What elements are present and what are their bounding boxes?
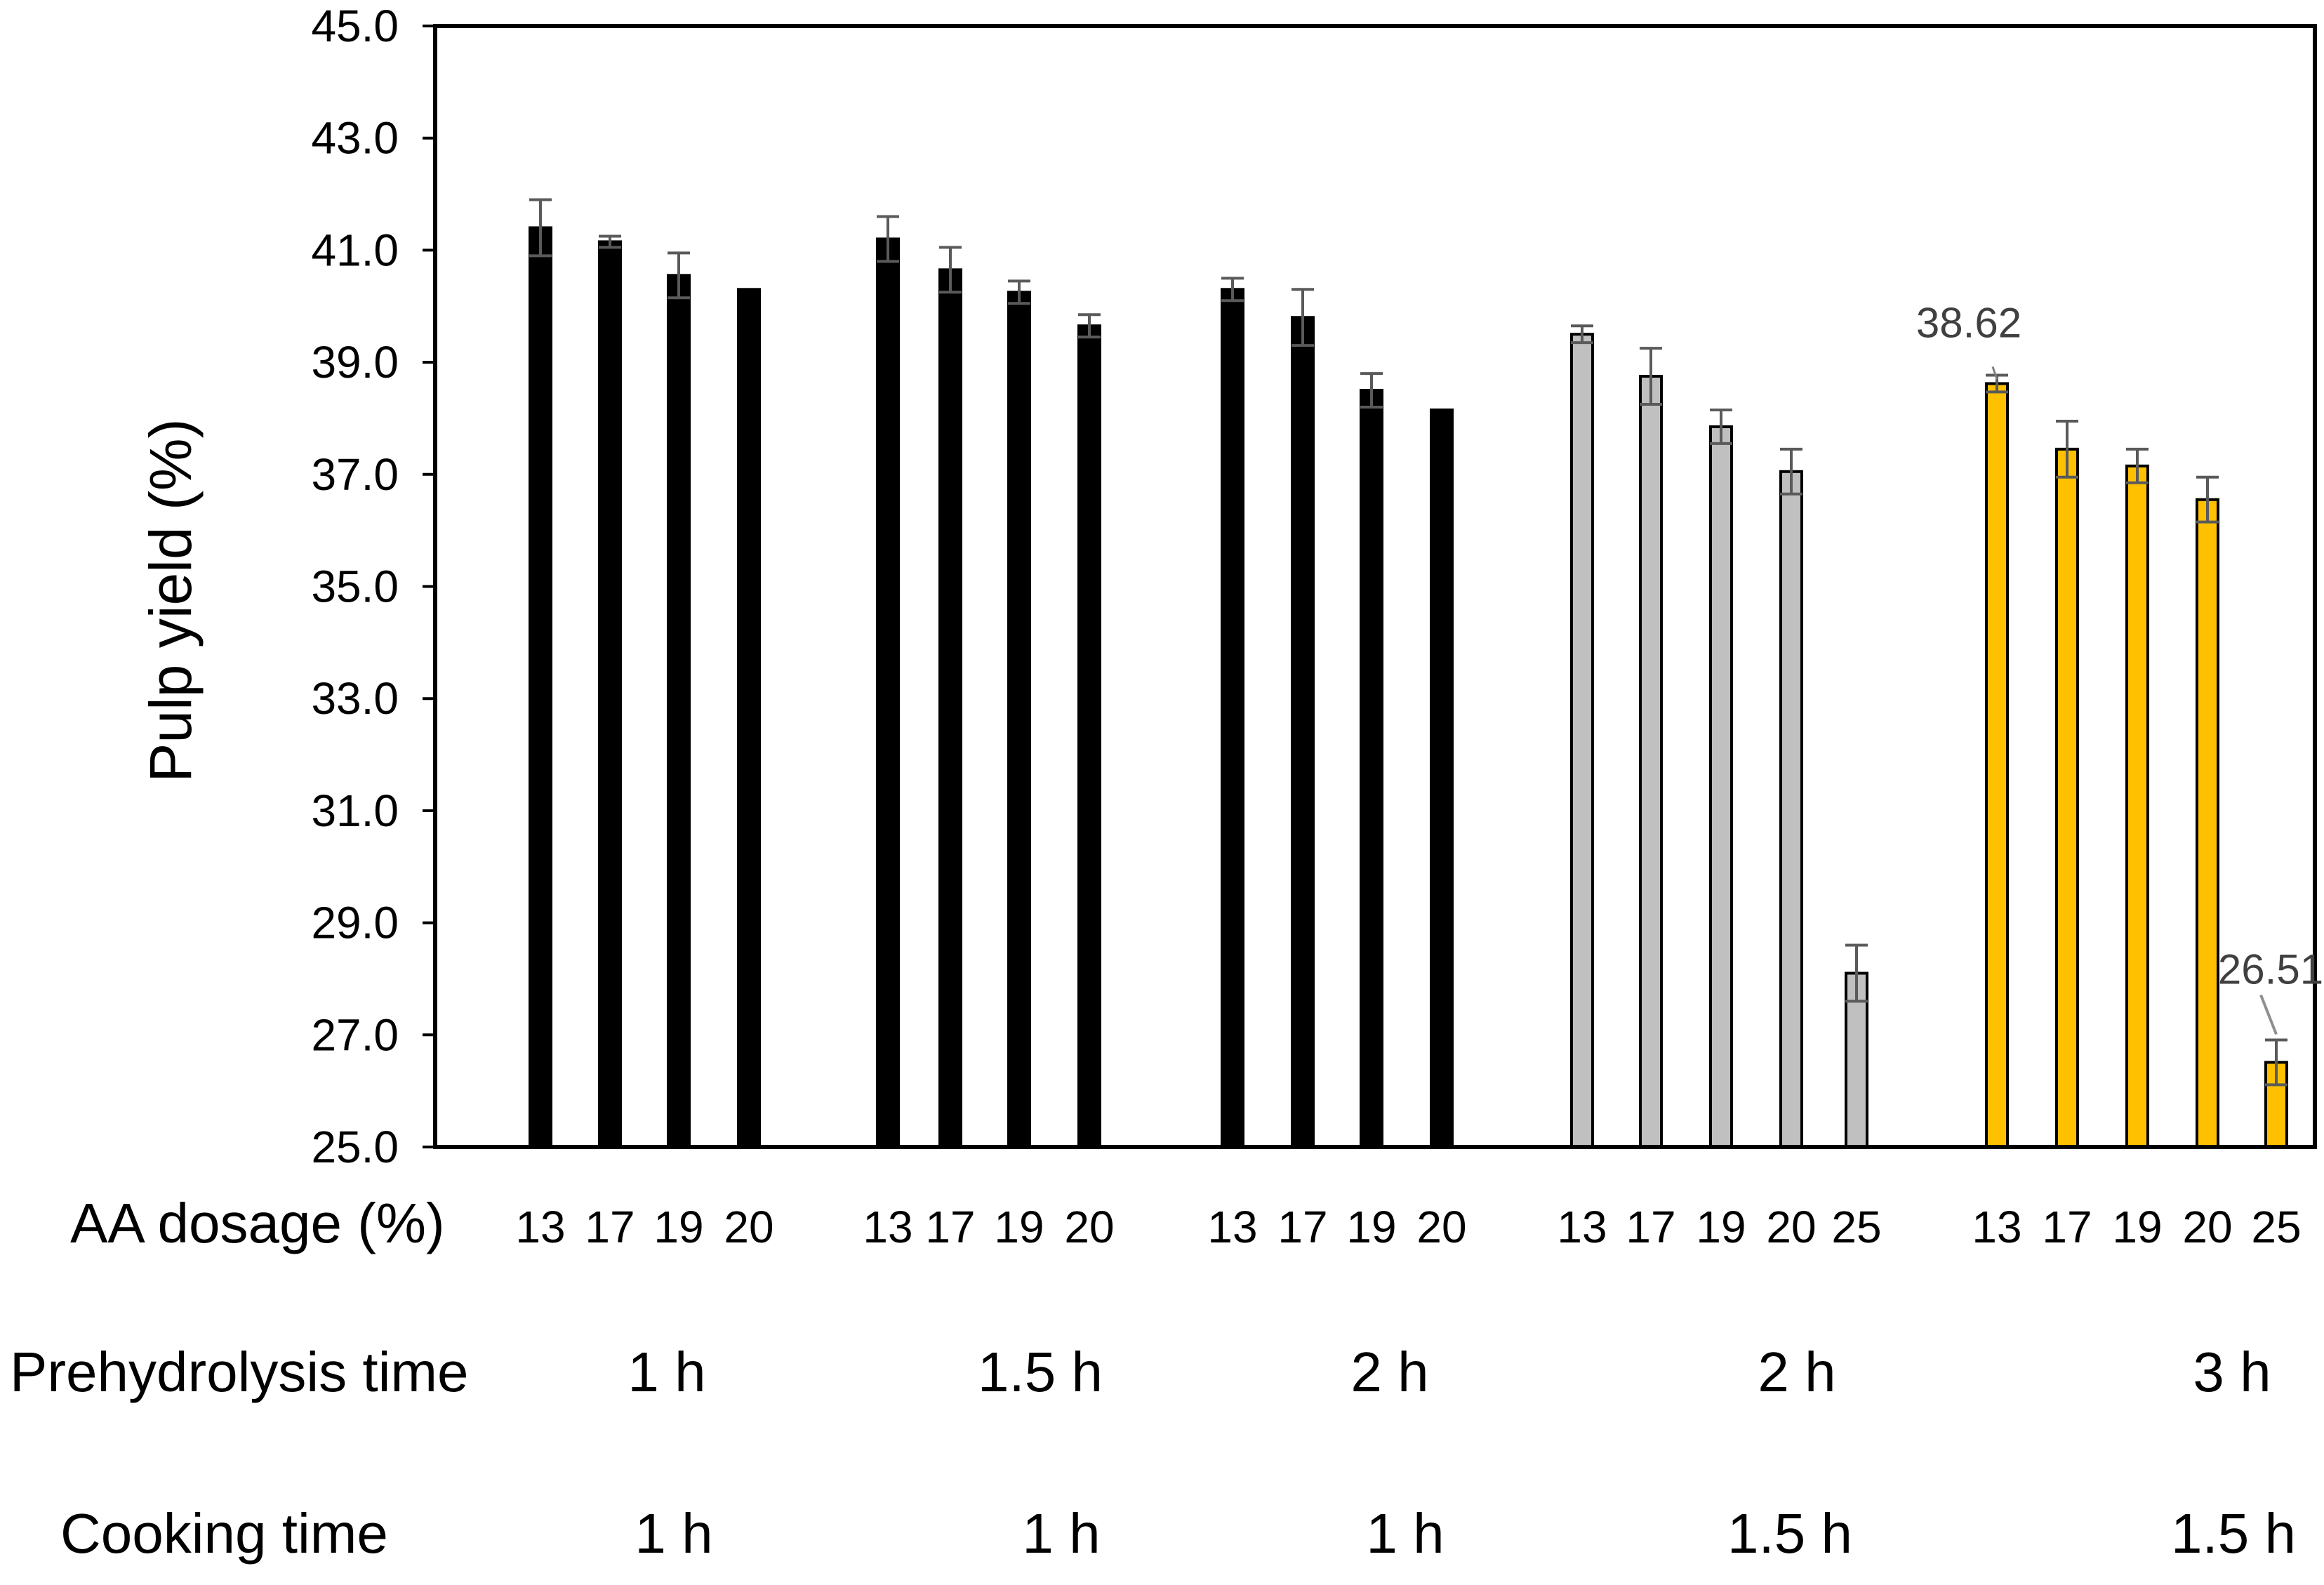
x-tick-label-dosage: 17 [1626, 1202, 1675, 1252]
bar-black [938, 268, 962, 1148]
cooking-time-label: 1 h [1022, 1502, 1100, 1565]
cooking-time-label: 1 h [1366, 1502, 1444, 1565]
plot-area-frame [433, 24, 2317, 1149]
x-tick-label-dosage: 19 [1696, 1202, 1746, 1252]
bar-grey [1570, 333, 1594, 1148]
cooking-time-label: 1.5 h [2171, 1502, 2296, 1565]
data-labels: 38.62 26.51 [1916, 299, 2323, 1035]
y-tick-label: 45.0 [311, 1, 399, 51]
data-label-leader-line [2259, 994, 2278, 1035]
group-condition-labels: 1 h 1 h 1.5 h 1 h 2 h 1 h 2 h 1.5 h 3 h 1.5 h [628, 1341, 2296, 1565]
bar-black [529, 226, 552, 1149]
data-label: 26.51 [2218, 946, 2323, 993]
x-tick-label-dosage: 19 [994, 1202, 1044, 1252]
row-label-prehydrolysis-time: Prehydrolysis time [10, 1341, 469, 1403]
bar-black [876, 237, 900, 1148]
bar-black [598, 240, 622, 1148]
row-label-cooking-time: Cooking time [60, 1502, 388, 1565]
y-tick-label: 41.0 [311, 225, 399, 275]
bar-black [1360, 389, 1383, 1148]
y-axis-label: Pulp yield (%) [138, 418, 204, 782]
error-bars [529, 198, 2288, 1087]
x-tick-label-dosage: 20 [724, 1202, 773, 1252]
data-label: 38.62 [1916, 299, 2021, 346]
x-tick-label-dosage: 20 [1064, 1202, 1114, 1252]
x-tick-label-dosage: 13 [1972, 1202, 2021, 1252]
bar-black [1007, 291, 1031, 1149]
x-tick-label-dosage: 17 [1277, 1202, 1327, 1252]
bar-black [1291, 316, 1315, 1149]
x-tick-label-dosage: 19 [2112, 1202, 2162, 1252]
y-tick-label: 25.0 [311, 1122, 399, 1172]
prehydrolysis-time-label: 3 h [2193, 1341, 2271, 1403]
y-tick-label: 31.0 [311, 785, 399, 836]
y-tick-label: 43.0 [311, 113, 399, 164]
bar-black [1077, 324, 1101, 1148]
y-tick-label: 35.0 [311, 562, 399, 612]
y-tick-label: 33.0 [311, 673, 399, 724]
x-tick-label-dosage: 25 [1831, 1202, 1881, 1252]
y-tick-label: 39.0 [311, 337, 399, 387]
y-tick-label: 37.0 [311, 449, 399, 500]
prehydrolysis-time-label: 2 h [1350, 1341, 1428, 1403]
x-tick-label-dosage: 13 [1557, 1202, 1607, 1252]
x-tick-label-dosage: 13 [863, 1202, 912, 1252]
bar-grey [1709, 425, 1733, 1148]
y-tick-label: 29.0 [311, 898, 399, 948]
bar-gold [2196, 498, 2219, 1148]
bar-black [737, 288, 761, 1148]
bar-grey [1639, 375, 1663, 1148]
bar-black [667, 274, 691, 1148]
x-tick-label-dosage: 13 [515, 1202, 565, 1252]
prehydrolysis-time-label: 2 h [1758, 1341, 1835, 1403]
y-axis-ticks: 45.0 43.0 41.0 39.0 37.0 35.0 33.0 31.0 29.0 27.0… [311, 1, 435, 1172]
x-axis-dosage-labels: 13 17 19 20 13 17 19 20 13 17 19 20 13 17 19 20 25 13 17 19… [515, 1202, 2301, 1252]
bar-gold [1985, 382, 2009, 1148]
x-tick-label-dosage: 19 [653, 1202, 703, 1252]
prehydrolysis-time-label: 1 h [628, 1341, 705, 1403]
x-tick-label-dosage: 17 [925, 1202, 975, 1252]
bar-gold [2125, 464, 2149, 1148]
bar-gold [2055, 447, 2079, 1148]
x-tick-label-dosage: 20 [1416, 1202, 1466, 1252]
x-tick-label-dosage: 25 [2251, 1202, 2301, 1252]
data-label-leader-line [1991, 366, 1998, 380]
y-tick-label: 27.0 [311, 1009, 399, 1060]
prehydrolysis-time-label: 1.5 h [978, 1341, 1103, 1403]
cooking-time-label: 1.5 h [1727, 1502, 1852, 1565]
bar-grey [1779, 470, 1803, 1148]
x-tick-label-dosage: 20 [2182, 1202, 2232, 1252]
x-tick-label-dosage: 20 [1766, 1202, 1816, 1252]
bar-black [1221, 288, 1244, 1148]
bar-black [1430, 408, 1454, 1148]
x-tick-label-dosage: 17 [2042, 1202, 2092, 1252]
x-tick-label-dosage: 19 [1346, 1202, 1396, 1252]
row-label-aa-dosage: AA dosage (%) [70, 1192, 445, 1254]
x-tick-label-dosage: 13 [1207, 1202, 1257, 1252]
x-tick-label-dosage: 17 [585, 1202, 635, 1252]
cooking-time-label: 1 h [635, 1502, 712, 1565]
